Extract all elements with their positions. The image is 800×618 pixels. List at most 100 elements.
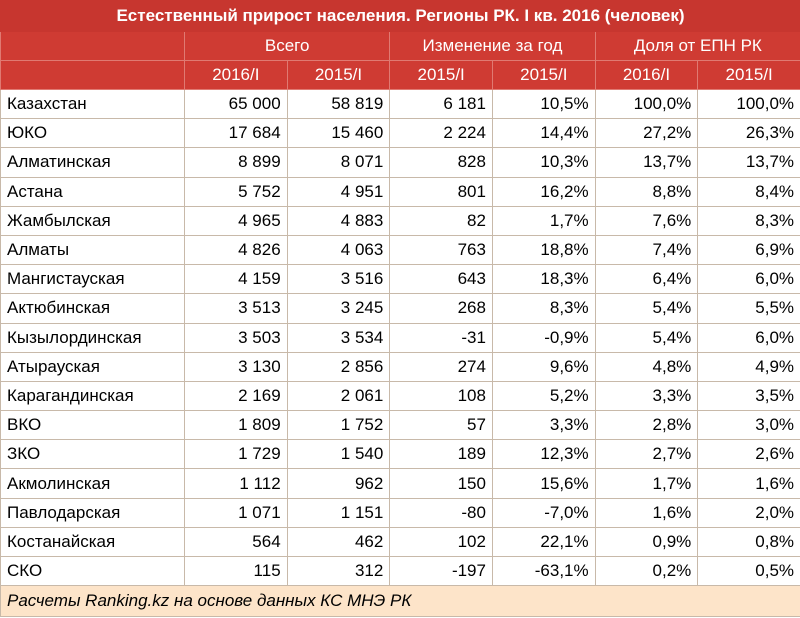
change-abs-cell: -197 [389,555,493,587]
table-body: Казахстан 65 000 58 819 6 181 10,5% 100,0% 100… [0,88,800,587]
change-abs-cell: 57 [389,410,493,441]
period-header-row: 2016/I 2015/I 2015/I 2015/I 2016/I 2015/… [0,60,800,90]
total-2016-cell: 3 503 [184,322,288,353]
region-name: Казахстан [0,88,185,120]
total-2015-cell: 3 245 [286,293,391,324]
change-pct-cell: 10,3% [491,147,596,178]
total-2015-cell: 4 063 [286,234,391,266]
total-2015-cell: 3 516 [286,264,391,295]
region-subheader-blank [0,60,185,90]
change-pct-cell: 16,2% [491,176,596,207]
change-pct-cell: 22,1% [491,526,596,558]
title-row: Естественный прирост населения. Регионы … [0,0,800,32]
source-note: Расчеты Ranking.kz на основе данных КС М… [0,585,800,618]
total-2015-cell: 1 151 [286,497,391,528]
table-row: Акмолинская 1 112 962 150 15,6% 1,7% 1,6% [0,468,800,499]
change-pct-cell: 1,7% [491,205,596,236]
share-2016-cell: 6,4% [594,264,699,295]
change-abs-cell: 268 [389,293,493,324]
share-2015-cell: 2,6% [697,439,800,470]
region-name: Атырауская [0,351,185,382]
change-pct-cell: 8,3% [491,293,596,324]
total-2015-cell: 1 540 [286,439,391,470]
region-name: Мангистауская [0,264,185,295]
share-2015-cell: 6,0% [697,322,800,353]
total-2016-cell: 4 965 [184,205,288,236]
share-2015-cell: 8,4% [697,176,800,207]
table-row: Атырауская 3 130 2 856 274 9,6% 4,8% 4,9% [0,351,800,382]
region-name: ЮКО [0,118,185,149]
share-2015-cell: 5,5% [697,293,800,324]
change-abs-cell: 108 [389,380,493,412]
subheader-share-2016: 2016/I [594,60,699,90]
table-row: Алматы 4 826 4 063 763 18,8% 7,4% 6,9% [0,234,800,266]
change-pct-cell: 3,3% [491,410,596,441]
share-2016-cell: 1,7% [594,468,699,499]
region-name: Карагандинская [0,380,185,412]
total-2015-cell: 58 819 [286,88,391,120]
share-2015-cell: 2,0% [697,497,800,528]
share-2016-cell: 7,4% [594,234,699,266]
share-2016-cell: 13,7% [594,147,699,178]
change-pct-cell: 15,6% [491,468,596,499]
change-pct-cell: 14,4% [491,118,596,149]
table-row: ЮКО 17 684 15 460 2 224 14,4% 27,2% 26,3% [0,118,800,149]
region-name: ЗКО [0,439,185,470]
share-2016-cell: 2,7% [594,439,699,470]
share-2015-cell: 3,5% [697,380,800,412]
table-row: Мангистауская 4 159 3 516 643 18,3% 6,4% 6,0% [0,264,800,295]
change-pct-cell: -0,9% [491,322,596,353]
total-2016-cell: 3 513 [184,293,288,324]
total-2015-cell: 2 061 [286,380,391,412]
share-2016-cell: 1,6% [594,497,699,528]
total-2016-cell: 17 684 [184,118,288,149]
change-abs-cell: 801 [389,176,493,207]
total-2016-cell: 4 826 [184,234,288,266]
change-abs-cell: -31 [389,322,493,353]
share-2015-cell: 6,0% [697,264,800,295]
share-2015-cell: 13,7% [697,147,800,178]
total-2015-cell: 3 534 [286,322,391,353]
total-2016-cell: 115 [184,555,288,587]
change-abs-cell: 643 [389,264,493,295]
total-2015-cell: 15 460 [286,118,391,149]
total-2015-cell: 312 [286,555,391,587]
table-row: Жамбылская 4 965 4 883 82 1,7% 7,6% 8,3% [0,205,800,236]
change-pct-cell: 5,2% [491,380,596,412]
total-2015-cell: 4 883 [286,205,391,236]
change-pct-cell: 10,5% [491,88,596,120]
change-abs-cell: 763 [389,234,493,266]
share-2016-cell: 4,8% [594,351,699,382]
change-abs-cell: 6 181 [389,88,493,120]
share-2016-cell: 0,9% [594,526,699,558]
share-2015-cell: 100,0% [697,88,800,120]
region-name: Павлодарская [0,497,185,528]
total-2016-cell: 2 169 [184,380,288,412]
total-2015-cell: 2 856 [286,351,391,382]
region-name: Кызылординская [0,322,185,353]
share-2016-cell: 0,2% [594,555,699,587]
group-header-row: Всего Изменение за год Доля от ЕПН РК [0,31,800,61]
total-2015-cell: 8 071 [286,147,391,178]
share-2015-cell: 0,5% [697,555,800,587]
share-2015-cell: 6,9% [697,234,800,266]
table-row: ВКО 1 809 1 752 57 3,3% 2,8% 3,0% [0,410,800,441]
change-abs-cell: 274 [389,351,493,382]
table-row: Актюбинская 3 513 3 245 268 8,3% 5,4% 5,5% [0,293,800,324]
total-2015-cell: 962 [286,468,391,499]
total-2016-cell: 1 809 [184,410,288,441]
share-2016-cell: 8,8% [594,176,699,207]
region-name: ВКО [0,410,185,441]
region-name: СКО [0,555,185,587]
share-2016-cell: 27,2% [594,118,699,149]
share-2016-cell: 7,6% [594,205,699,236]
subheader-change-pct: 2015/I [491,60,596,90]
total-2015-cell: 1 752 [286,410,391,441]
total-2016-cell: 65 000 [184,88,288,120]
total-2015-cell: 4 951 [286,176,391,207]
table-row: Павлодарская 1 071 1 151 -80 -7,0% 1,6% 2,0% [0,497,800,528]
total-2016-cell: 3 130 [184,351,288,382]
share-2016-cell: 5,4% [594,293,699,324]
change-pct-cell: 18,8% [491,234,596,266]
